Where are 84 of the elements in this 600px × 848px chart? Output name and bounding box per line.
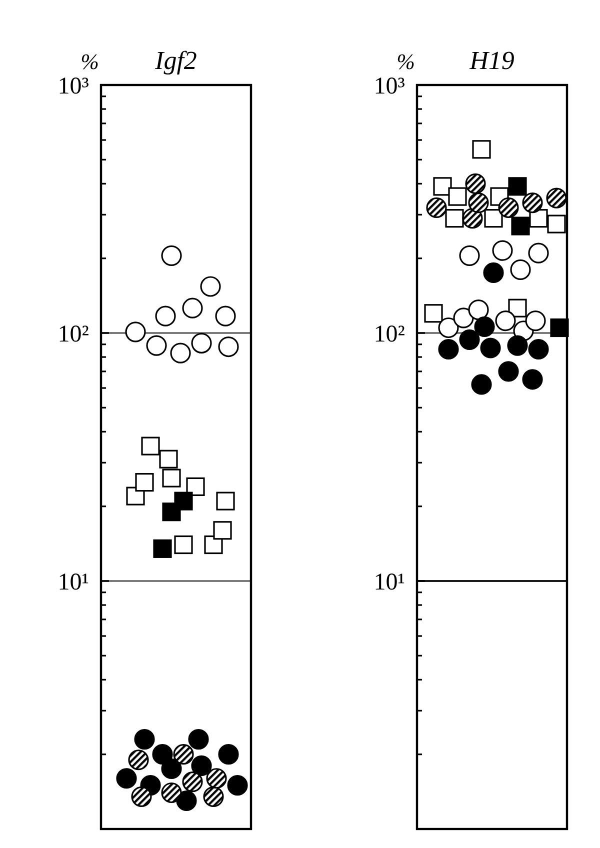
y-tick-label: 10³ <box>58 73 89 100</box>
point <box>203 786 224 807</box>
point <box>508 177 527 196</box>
y-tick-label: 10³ <box>374 73 405 100</box>
point <box>459 245 480 266</box>
point <box>161 245 182 266</box>
point <box>218 744 239 765</box>
y-axis-title: % <box>396 49 415 74</box>
point <box>128 750 149 770</box>
point <box>204 535 223 554</box>
point <box>498 361 519 382</box>
point <box>216 492 235 510</box>
point <box>462 208 483 229</box>
point <box>173 744 194 765</box>
chart-title: Igf2 <box>154 46 197 75</box>
point <box>176 790 197 812</box>
point <box>159 450 178 468</box>
point <box>498 197 519 218</box>
point <box>162 468 181 488</box>
point <box>206 768 227 789</box>
point <box>483 262 504 284</box>
point <box>186 477 205 496</box>
point <box>528 242 549 264</box>
point <box>134 728 155 750</box>
point <box>438 338 459 360</box>
point <box>213 521 232 540</box>
point <box>468 300 489 320</box>
point <box>546 188 567 208</box>
point <box>508 298 527 318</box>
point <box>522 192 543 214</box>
point <box>453 308 474 328</box>
point <box>525 310 546 332</box>
point <box>152 744 173 765</box>
y-tick-label: 10² <box>58 321 89 348</box>
point <box>459 329 480 350</box>
y-tick-label: 10¹ <box>58 569 89 596</box>
y-axis-title: % <box>80 49 99 74</box>
point <box>161 782 182 804</box>
point <box>468 192 489 214</box>
point <box>522 369 543 390</box>
point <box>125 322 146 342</box>
point <box>547 214 566 234</box>
point <box>426 197 447 218</box>
point <box>218 336 239 358</box>
point <box>146 335 167 356</box>
point <box>471 374 492 395</box>
point <box>472 140 491 159</box>
point <box>153 539 172 558</box>
chart-title: H19 <box>468 46 514 75</box>
point <box>182 772 203 792</box>
point <box>170 342 191 364</box>
point <box>445 209 464 228</box>
point <box>131 786 152 807</box>
y-tick-label: 10¹ <box>374 569 405 596</box>
point <box>215 306 236 326</box>
point <box>433 177 452 196</box>
point <box>507 335 528 356</box>
point <box>135 473 154 492</box>
point <box>550 318 569 338</box>
point <box>484 209 503 228</box>
point <box>480 338 501 358</box>
y-tick-label: 10² <box>374 321 405 348</box>
point <box>161 758 182 780</box>
point <box>528 338 549 360</box>
point <box>495 310 516 332</box>
point <box>141 436 160 456</box>
point <box>438 317 459 338</box>
point <box>200 276 221 297</box>
point <box>492 240 513 261</box>
point <box>510 259 531 280</box>
point <box>155 306 176 326</box>
point <box>188 728 209 750</box>
point <box>474 316 495 338</box>
point <box>182 298 203 318</box>
point <box>191 755 212 776</box>
point <box>116 768 137 789</box>
point <box>174 492 193 510</box>
point <box>191 332 212 354</box>
point <box>448 187 467 206</box>
point <box>465 173 486 194</box>
point <box>424 304 443 323</box>
point <box>227 775 248 796</box>
point <box>511 216 530 236</box>
point <box>174 535 193 554</box>
